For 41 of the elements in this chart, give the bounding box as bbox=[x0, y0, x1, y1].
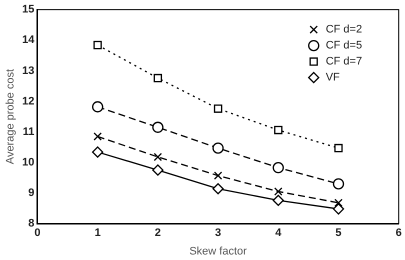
x-tick-label: 0 bbox=[34, 227, 40, 240]
point bbox=[214, 104, 222, 113]
y-tick-label: 11 bbox=[22, 126, 34, 138]
point bbox=[152, 122, 164, 133]
x-tick-label: 3 bbox=[215, 227, 222, 240]
y-tick-label: 8 bbox=[28, 218, 34, 230]
point bbox=[212, 183, 224, 194]
x-tick-label: 1 bbox=[94, 227, 101, 240]
point bbox=[152, 164, 164, 176]
point bbox=[92, 101, 104, 112]
point bbox=[272, 194, 284, 206]
legend-label: CF d=7 bbox=[326, 56, 362, 68]
point bbox=[334, 198, 343, 207]
x-tick-label: 4 bbox=[275, 227, 282, 240]
y-axis-title: Average probe cost bbox=[4, 69, 17, 164]
legend-label: CF d=5 bbox=[326, 40, 362, 52]
point bbox=[154, 152, 162, 162]
point bbox=[212, 142, 224, 154]
point bbox=[214, 171, 222, 180]
point bbox=[274, 126, 282, 134]
point bbox=[274, 187, 282, 196]
y-tick-label: 14 bbox=[22, 34, 36, 46]
x-tick-label: 5 bbox=[335, 227, 342, 240]
point bbox=[332, 178, 344, 190]
point bbox=[93, 40, 102, 50]
point bbox=[154, 74, 162, 82]
y-tick-label: 10 bbox=[22, 156, 34, 168]
x-tick-label: 2 bbox=[154, 227, 161, 240]
point bbox=[272, 162, 284, 174]
y-tick-label: 15 bbox=[22, 4, 34, 16]
y-tick-label: 12 bbox=[22, 95, 34, 108]
point bbox=[92, 146, 104, 158]
point bbox=[93, 132, 102, 141]
x-tick-label: 6 bbox=[396, 227, 402, 240]
x-axis-title: Skew factor bbox=[189, 245, 248, 258]
legend-label: CF d=2 bbox=[326, 24, 362, 36]
y-tick-label: 13 bbox=[22, 64, 34, 77]
legend-label: VF bbox=[326, 72, 340, 84]
point bbox=[334, 144, 343, 152]
y-tick-label: 9 bbox=[28, 187, 34, 200]
point bbox=[332, 203, 344, 215]
